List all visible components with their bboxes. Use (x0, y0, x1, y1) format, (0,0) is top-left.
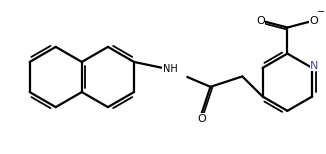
Text: O: O (256, 16, 265, 26)
Text: NH: NH (163, 65, 177, 75)
Text: N: N (310, 61, 319, 71)
Text: O: O (310, 16, 319, 26)
Text: O: O (198, 114, 206, 124)
Text: −: − (317, 7, 325, 17)
